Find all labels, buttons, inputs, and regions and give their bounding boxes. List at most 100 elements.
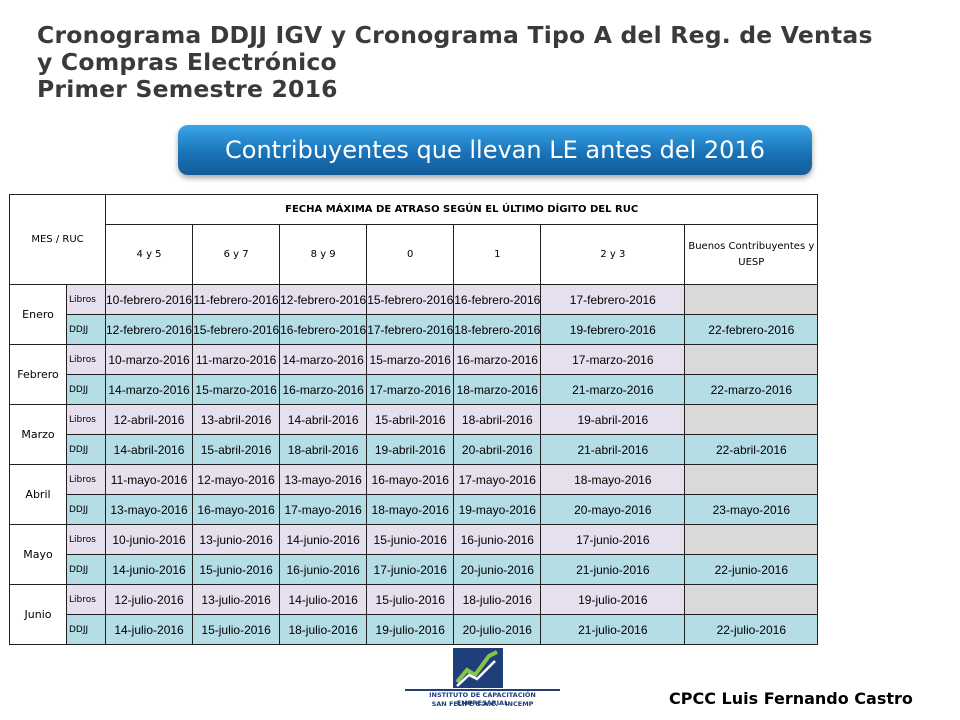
empty-cell: [684, 464, 819, 495]
table-row: Febrero Libros 10-marzo-2016 11-marzo-2016 1…: [9, 344, 819, 405]
date-cell: 18-abril-2016: [453, 404, 542, 435]
date-cell: 13-mayo-2016: [279, 464, 368, 495]
incemp-logo: [405, 648, 560, 691]
date-cell: 12-febrero-2016: [104, 314, 194, 345]
date-cell: 20-junio-2016: [453, 554, 542, 585]
logo-name-line-2: SAN FELIPE S.A.C. - INCEMP: [431, 700, 534, 708]
table-row: Enero Libros 10-febrero-2016 11-febrero-201…: [9, 284, 819, 345]
row-type-ddjj: DDJJ: [66, 554, 106, 585]
row-type-libros: Libros: [66, 524, 106, 555]
date-cell: 15-marzo-2016: [192, 374, 281, 405]
date-cell: 13-julio-2016: [192, 584, 281, 615]
date-cell: 16-febrero-2016: [453, 284, 542, 315]
title-line-3: Primer Semestre 2016: [37, 75, 338, 103]
date-cell: 15-abril-2016: [366, 404, 455, 435]
title-line-1: Cronograma DDJJ IGV y Cronograma Tipo A …: [37, 21, 873, 49]
date-cell: 19-febrero-2016: [540, 314, 686, 345]
table-row: DDJJ 14-julio-2016 15-julio-2016 18-julio-2…: [10, 614, 819, 645]
date-cell: 16-febrero-2016: [279, 314, 368, 345]
date-cell: 20-julio-2016: [453, 614, 542, 645]
date-cell: 11-marzo-2016: [192, 344, 281, 375]
date-cell: 14-abril-2016: [104, 434, 194, 465]
empty-cell: [684, 284, 819, 315]
row-type-libros: Libros: [66, 584, 106, 615]
date-cell: 18-abril-2016: [279, 434, 368, 465]
date-cell: 14-julio-2016: [279, 584, 368, 615]
date-cell: 22-julio-2016: [684, 614, 819, 645]
row-type-ddjj: DDJJ: [66, 374, 106, 405]
date-cell: 10-marzo-2016: [104, 344, 194, 375]
date-cell: 16-marzo-2016: [279, 374, 368, 405]
date-cell: 15-junio-2016: [192, 554, 281, 585]
corner-header: MES / RUC: [9, 194, 106, 285]
row-type-ddjj: DDJJ: [66, 494, 106, 525]
table-row: Junio Libros 12-julio-2016 13-julio-2016 14-…: [9, 584, 819, 645]
month-label: Febrero: [9, 344, 67, 405]
date-cell: 10-junio-2016: [104, 524, 194, 555]
date-cell: 12-abril-2016: [104, 404, 194, 435]
date-cell: 20-mayo-2016: [540, 494, 686, 525]
logo-name-line-1: INSTITUTO DE CAPACITACIÓN EMPRESARIAL: [429, 691, 536, 707]
table-row: DDJJ 14-abril-2016 15-abril-2016 18-abril-2…: [10, 434, 819, 465]
date-cell: 19-abril-2016: [540, 404, 686, 435]
date-cell: 17-febrero-2016: [366, 314, 455, 345]
empty-cell: [684, 524, 819, 555]
month-label: Junio: [9, 584, 67, 645]
table-row: DDJJ 14-marzo-2016 15-marzo-2016 16-marzo-2…: [10, 374, 819, 405]
date-cell: 21-junio-2016: [540, 554, 686, 585]
table-row: DDJJ 12-febrero-2016 15-febrero-2016 16-feb…: [10, 314, 819, 345]
date-cell: 19-mayo-2016: [453, 494, 542, 525]
date-cell: 15-marzo-2016: [366, 344, 455, 375]
logo-white-line: [456, 660, 496, 687]
row-type-libros: Libros: [66, 344, 106, 375]
date-cell: 15-abril-2016: [192, 434, 281, 465]
date-cell: 18-febrero-2016: [453, 314, 542, 345]
date-cell: 20-abril-2016: [453, 434, 542, 465]
date-cell: 16-mayo-2016: [366, 464, 455, 495]
date-cell: 17-febrero-2016: [540, 284, 686, 315]
date-cell: 15-junio-2016: [366, 524, 455, 555]
date-cell: 15-febrero-2016: [366, 284, 455, 315]
section-banner: Contribuyentes que llevan LE antes del 2…: [178, 125, 812, 175]
column-header: 0: [366, 224, 455, 285]
row-type-libros: Libros: [66, 464, 106, 495]
table-row: Mayo Libros 10-junio-2016 13-junio-2016 14-j…: [9, 524, 819, 585]
date-cell: 14-julio-2016: [104, 614, 194, 645]
date-cell: 18-mayo-2016: [540, 464, 686, 495]
date-cell: 10-febrero-2016: [104, 284, 194, 315]
date-cell: 17-marzo-2016: [540, 344, 686, 375]
month-label: Abril: [9, 464, 67, 525]
date-cell: 14-junio-2016: [279, 524, 368, 555]
schedule-table: MES / RUC FECHA MÁXIMA DE ATRASO SEGÚN E…: [9, 194, 819, 645]
row-type-ddjj: DDJJ: [66, 434, 106, 465]
table-row: DDJJ 13-mayo-2016 16-mayo-2016 17-mayo-2016…: [10, 494, 819, 525]
date-cell: 15-julio-2016: [366, 584, 455, 615]
table-row: Marzo Libros 12-abril-2016 13-abril-2016 14-…: [9, 404, 819, 465]
date-cell: 17-junio-2016: [366, 554, 455, 585]
empty-cell: [684, 344, 819, 375]
date-cell: 14-junio-2016: [104, 554, 194, 585]
slide-title: Cronograma DDJJ IGV y Cronograma Tipo A …: [37, 22, 952, 103]
table-row: DDJJ 14-junio-2016 15-junio-2016 16-junio-2…: [10, 554, 819, 585]
column-header: 6 y 7: [192, 224, 281, 285]
row-type-ddjj: DDJJ: [66, 314, 106, 345]
date-cell: 13-mayo-2016: [104, 494, 194, 525]
date-cell: 12-julio-2016: [104, 584, 194, 615]
date-cell: 21-marzo-2016: [540, 374, 686, 405]
date-cell: 15-julio-2016: [192, 614, 281, 645]
date-cell: 23-mayo-2016: [684, 494, 819, 525]
column-header: 4 y 5: [104, 224, 194, 285]
table-row: Abril Libros 11-mayo-2016 12-mayo-2016 13-ma…: [9, 464, 819, 525]
column-header: Buenos Contribuyentes y UESP: [684, 224, 819, 285]
date-cell: 18-julio-2016: [453, 584, 542, 615]
date-cell: 16-marzo-2016: [453, 344, 542, 375]
date-cell: 12-mayo-2016: [192, 464, 281, 495]
column-header: 8 y 9: [279, 224, 368, 285]
row-type-libros: Libros: [66, 284, 106, 315]
empty-cell: [684, 584, 819, 615]
date-cell: 19-julio-2016: [366, 614, 455, 645]
date-cell: 14-abril-2016: [279, 404, 368, 435]
row-type-ddjj: DDJJ: [66, 614, 106, 645]
date-cell: 12-febrero-2016: [279, 284, 368, 315]
date-cell: 22-febrero-2016: [684, 314, 819, 345]
